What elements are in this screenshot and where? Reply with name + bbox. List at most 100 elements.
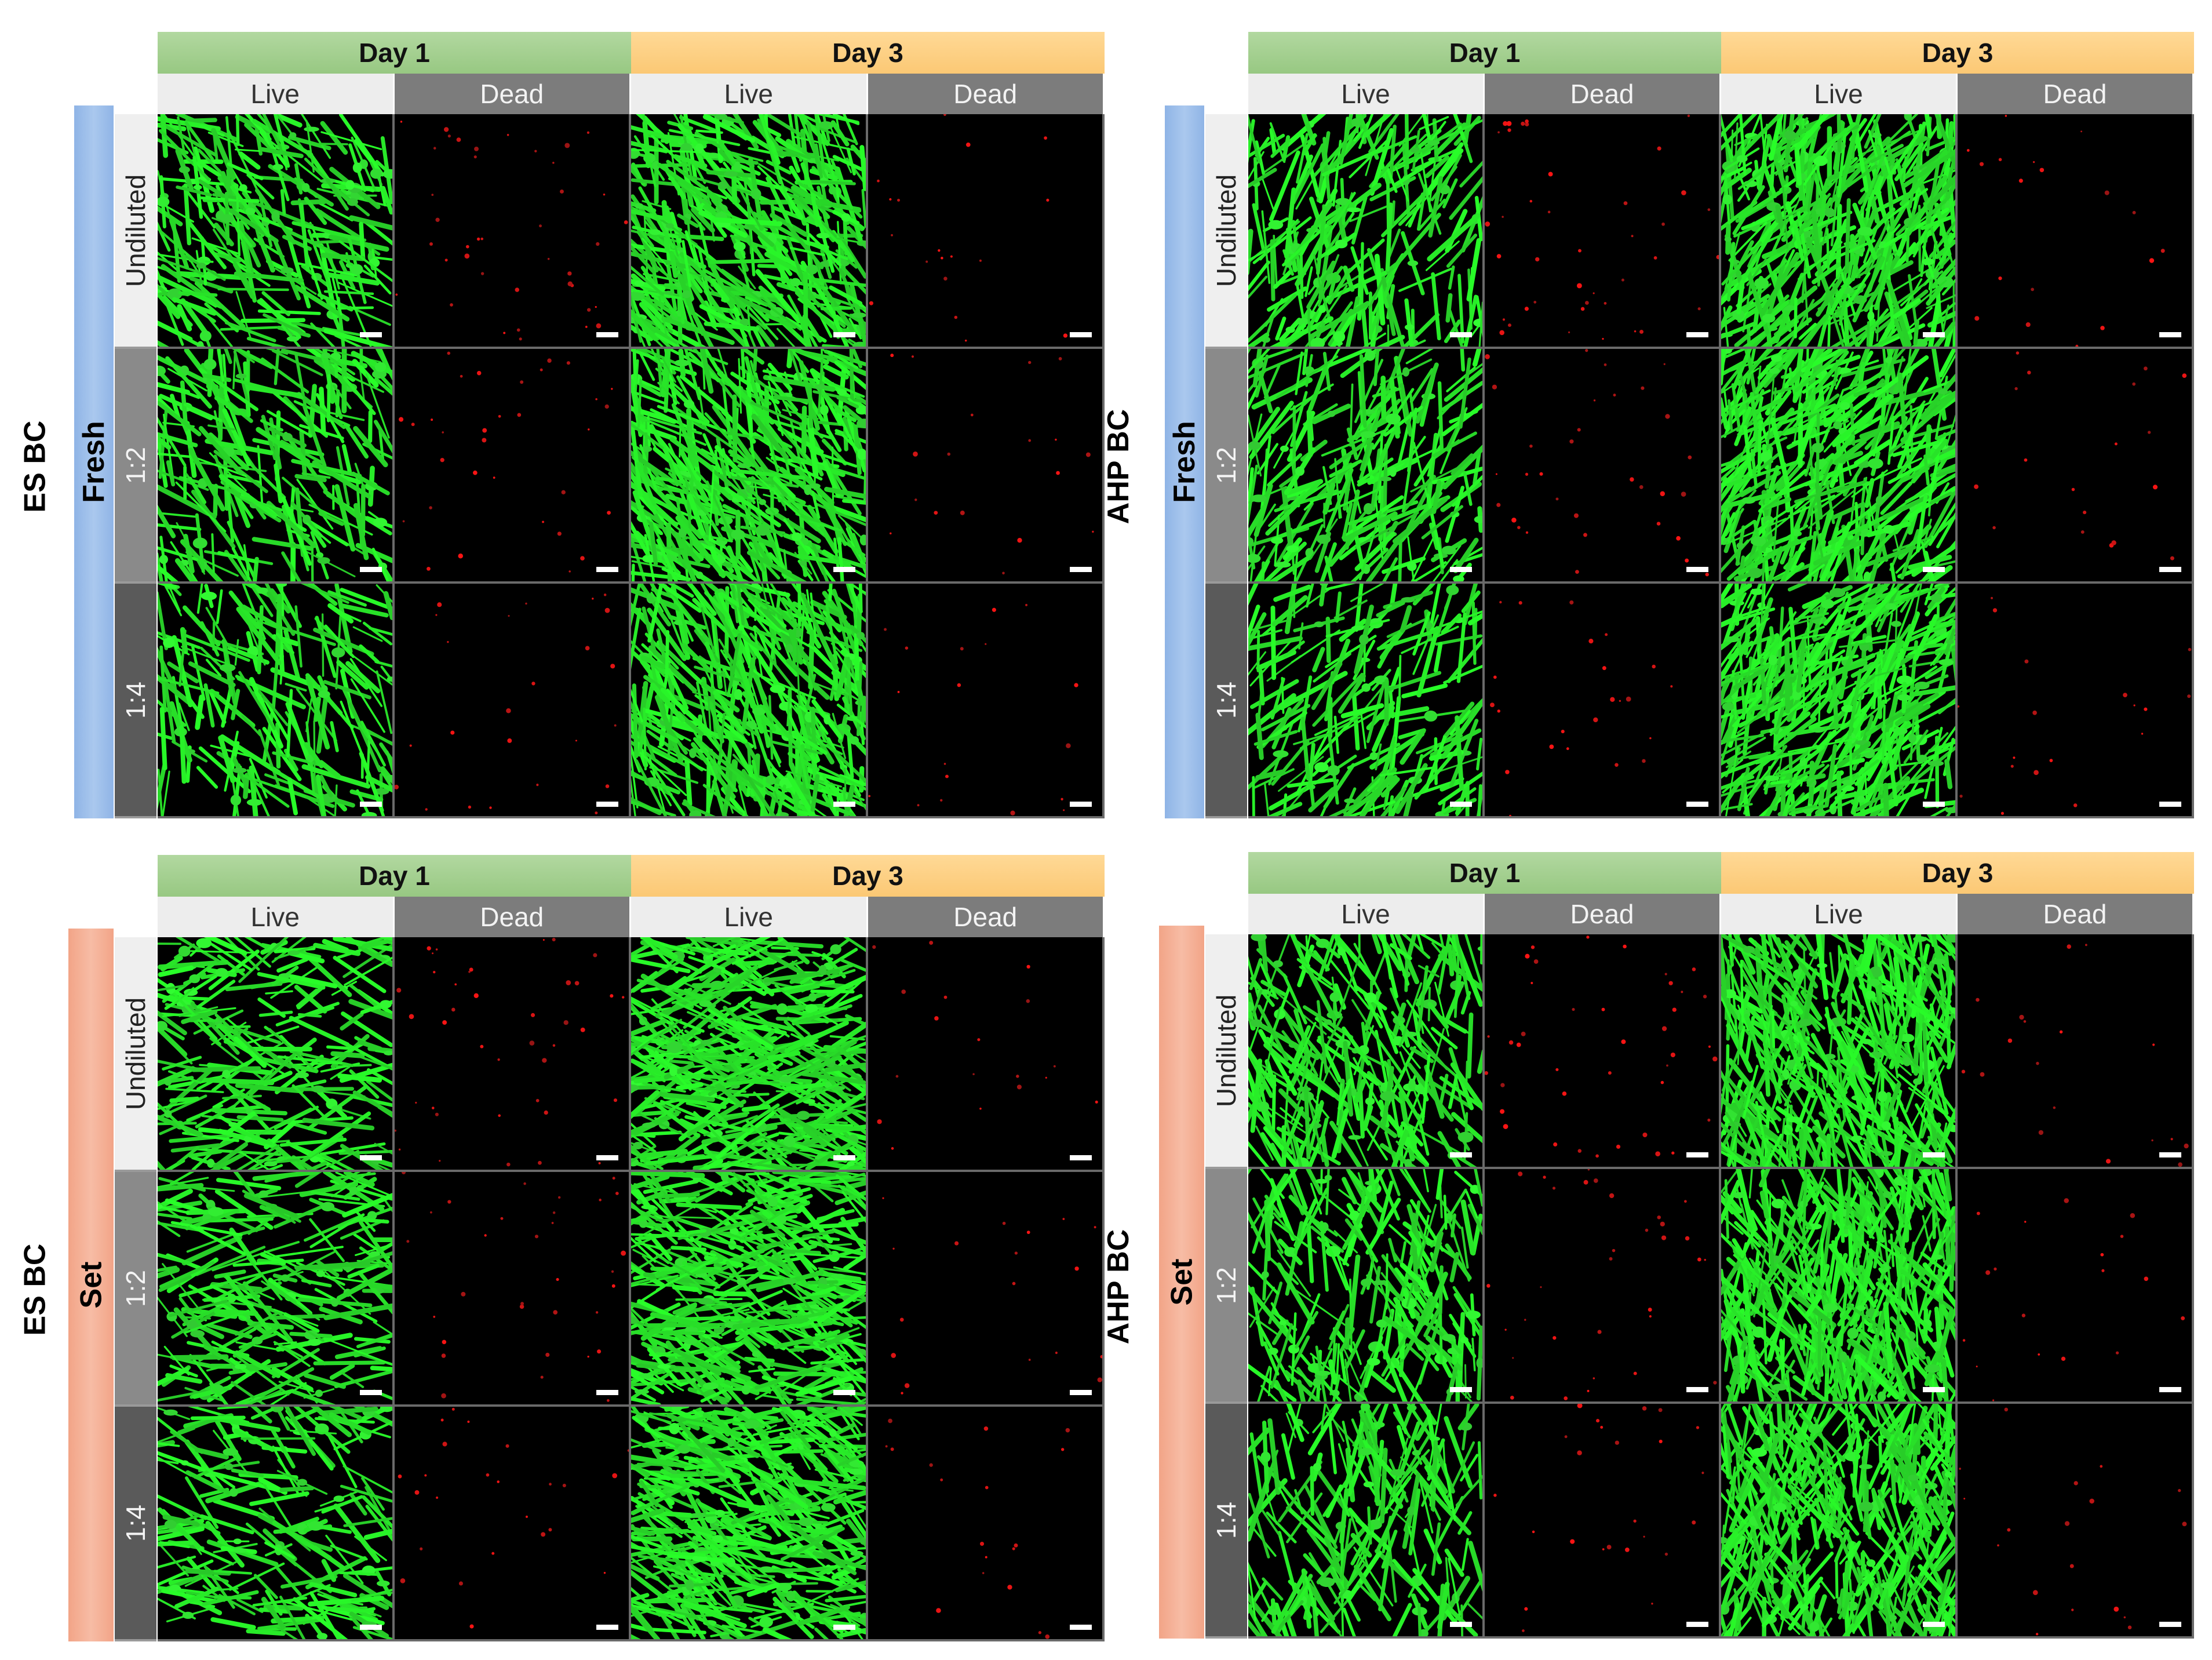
live-stain-micrograph [631,349,868,584]
scale-bar [1923,1387,1945,1392]
dead-stain-micrograph [868,1407,1105,1641]
dead-stain-micrograph [394,1407,631,1641]
scale-bar [1686,1622,1708,1627]
scale-bar [1923,332,1945,337]
live-cells-texture [1248,114,1482,347]
material-label: ES BC [18,1243,52,1335]
dead-stain-micrograph [1485,114,1721,349]
scale-bar [833,332,855,337]
dead-stain-micrograph [394,584,631,818]
dilution-label: 1:2 [115,1172,156,1407]
scale-bar [1450,332,1472,337]
stain-header: Live [631,74,868,114]
stain-header: Dead [1958,894,2194,934]
scale-bar [1450,567,1472,572]
live-stain-micrograph [1248,584,1485,818]
live-cells-texture [1248,1169,1482,1401]
dead-cells-texture [1959,1407,2187,1636]
scale-bar [2159,1152,2181,1157]
scale-bar [833,1390,855,1395]
scale-bar [1923,1622,1945,1627]
live-stain-micrograph [1248,114,1485,349]
scale-bar [833,1625,855,1630]
scale-bar [1686,567,1708,572]
live-cells-texture [631,114,866,347]
stain-header: Dead [394,897,631,937]
dead-cells-texture [889,354,1094,575]
dead-cells-texture [1974,351,2187,560]
live-stain-micrograph [158,584,395,818]
day-header: Day 1 [1248,852,1721,894]
dead-stain-micrograph [394,114,631,349]
live-stain-micrograph [1721,1169,1958,1404]
scale-bar [359,567,382,572]
live-stain-micrograph [631,937,868,1172]
live-cells-texture [1721,1169,1955,1401]
live-stain-micrograph [631,584,868,818]
scale-bar [1923,1152,1945,1157]
live-cells-texture [1721,934,1955,1167]
day-header: Day 3 [631,32,1105,74]
live-cells-texture [1248,584,1482,816]
dead-stain-micrograph [1958,584,2194,818]
dead-stain-micrograph [1485,1169,1721,1404]
scale-bar [1923,567,1945,572]
dead-cells-texture [1962,1198,2185,1401]
scale-bar [1686,1152,1708,1157]
live-stain-micrograph [631,114,868,349]
scale-bar [1923,802,1945,807]
dead-cells-texture [394,937,624,1167]
dead-cells-texture [868,603,1078,816]
scale-bar [2159,332,2181,337]
live-stain-micrograph [158,937,395,1172]
dead-stain-micrograph [868,584,1105,818]
dead-cells-texture [869,114,1067,342]
live-cells-texture [631,1407,866,1639]
live-cells-texture [631,349,866,581]
dead-cells-texture [398,351,613,573]
dilution-label: 1:2 [1205,1169,1247,1404]
dilution-label: 1:2 [115,349,156,584]
dilution-label: Undiluted [115,114,156,349]
day-header: Day 1 [1248,32,1721,74]
scale-bar [1686,802,1708,807]
condition-label: Set [68,929,114,1641]
scale-bar [833,567,855,572]
dead-stain-micrograph [1958,349,2194,584]
dead-cells-texture [1961,944,2189,1167]
live-cells-texture [158,937,392,1170]
dead-cells-texture [885,1418,1070,1639]
dilution-label: Undiluted [1205,114,1247,349]
stain-header: Dead [1958,74,2194,114]
dead-stain-micrograph [868,349,1105,584]
dead-cells-texture [394,594,617,815]
stain-header: Dead [394,74,631,114]
dead-stain-micrograph [868,937,1105,1172]
scale-bar [359,1155,382,1160]
dead-cells-texture [1485,349,1709,577]
stain-header: Dead [868,74,1105,114]
dead-stain-micrograph [394,1172,631,1407]
live-stain-micrograph [158,1407,395,1641]
dead-cells-texture [881,1197,1102,1395]
material-label: AHP BC [1102,409,1135,524]
dilution-label: 1:4 [1205,584,1247,818]
stain-header: Live [158,897,395,937]
stain-header: Live [1248,74,1485,114]
scale-bar [596,802,618,807]
stain-header: Live [1721,74,1958,114]
dead-stain-micrograph [1485,1404,1721,1639]
live-stain-micrograph [1721,114,1958,349]
scale-bar [2159,567,2181,572]
dilution-label: 1:4 [115,584,156,818]
dead-stain-micrograph [1485,349,1721,584]
live-cells-texture [1248,1404,1482,1636]
dead-stain-micrograph [394,349,631,584]
condition-label: Fresh [74,105,114,818]
live-stain-micrograph [158,114,395,349]
stain-header: Live [1248,894,1485,934]
stain-header: Live [158,74,395,114]
day-header: Day 1 [158,855,631,897]
scale-bar [1070,1390,1092,1395]
scale-bar [2159,1387,2181,1392]
